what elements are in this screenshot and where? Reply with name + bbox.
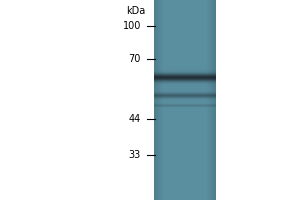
- Text: 33: 33: [129, 150, 141, 160]
- Text: 70: 70: [129, 54, 141, 64]
- Text: 100: 100: [123, 21, 141, 31]
- Text: 44: 44: [129, 114, 141, 124]
- Text: kDa: kDa: [126, 6, 146, 16]
